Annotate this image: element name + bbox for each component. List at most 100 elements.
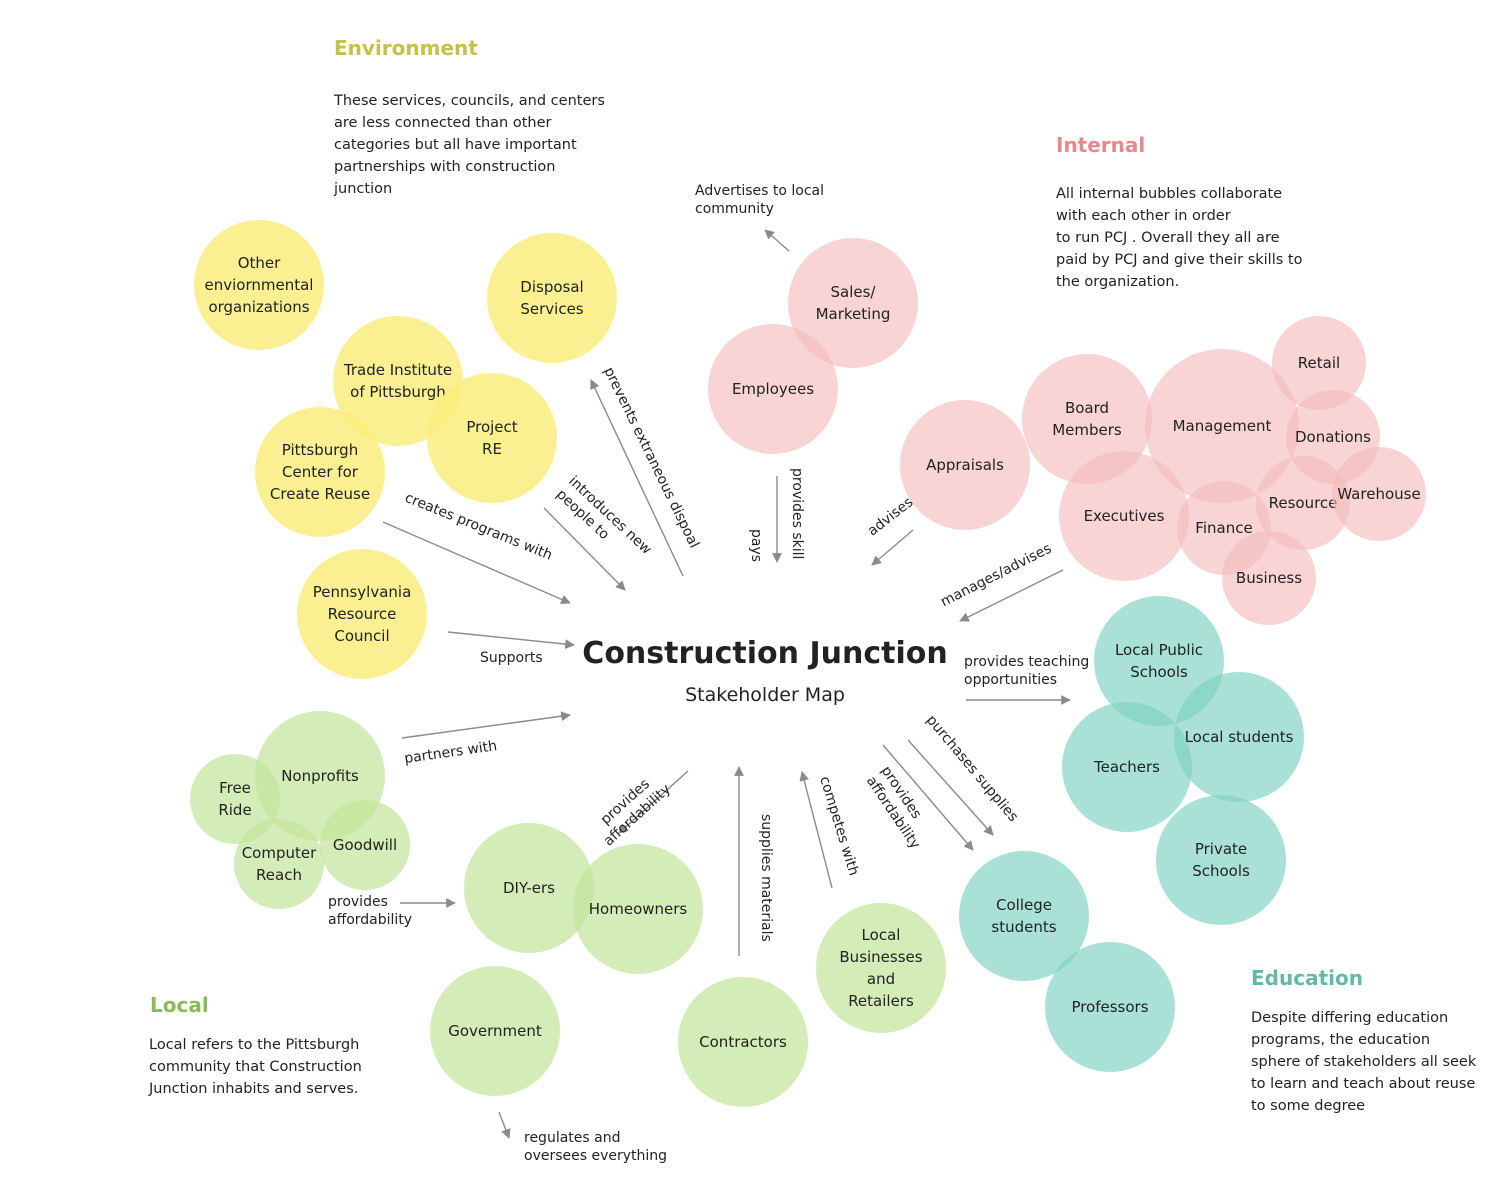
supplies-materials-label: supplies materials [758, 814, 774, 942]
provides-affordability-nonprofits-label-line: provides [328, 894, 388, 910]
environment-description: These services, councils, and centers ar… [334, 90, 605, 200]
local-students-label: Local students [1185, 728, 1294, 746]
regulates-arrow [498, 1111, 511, 1139]
regulates-label-line: oversees everything [524, 1148, 667, 1164]
regulates-label-line: regulates and [524, 1130, 620, 1146]
arrow-layer [382, 229, 1071, 1139]
private-schools-label: Schools [1192, 862, 1250, 880]
pittsburgh-center-creative-reuse-label: Create Reuse [270, 485, 370, 503]
competes-with-label-line: competes with [816, 774, 861, 877]
free-ride-bubble [190, 754, 280, 844]
college-students-bubble [959, 851, 1089, 981]
purchases-supplies-arrow [907, 739, 994, 836]
advises-arrow [871, 529, 914, 566]
disposal-services-label: Services [520, 300, 583, 318]
government-label: Government [448, 1022, 542, 1040]
computer-reach-label: Computer [242, 844, 317, 862]
diy-ers-label: DIY-ers [503, 879, 555, 897]
local-students-bubble [1174, 672, 1304, 802]
goodwill-label: Goodwill [333, 836, 397, 854]
prevents-disposal-arrow [590, 379, 684, 577]
employees-bubble [708, 324, 838, 454]
internal-description: All internal bubbles collaborate with ea… [1056, 183, 1302, 293]
internal-description-line: the organization. [1056, 274, 1180, 290]
provides-skill-label: provides skill [789, 468, 805, 559]
stakeholder-management: Management [1145, 349, 1299, 503]
board-members-label: Board [1065, 399, 1109, 417]
disposal-services-bubble [487, 233, 617, 363]
advises-label: advises [865, 494, 916, 539]
trade-institute-bubble [333, 316, 463, 446]
provides-affordability-college-arrow [882, 744, 974, 851]
education-description-line: sphere of stakeholders all seek [1251, 1054, 1477, 1070]
provides-skill-label-line: provides skill [789, 468, 805, 559]
private-schools-bubble [1156, 795, 1286, 925]
business-label: Business [1236, 569, 1302, 587]
environment-description-line: categories but all have important [334, 137, 577, 153]
supplies-materials-label-line: supplies materials [758, 814, 774, 942]
employees-label: Employees [732, 380, 814, 398]
stakeholder-other-environmental-organizations: Other enviornmental organizations [194, 220, 324, 350]
manages-advises-label: manages/advises [938, 541, 1054, 611]
partners-with-arrow [401, 711, 571, 739]
contractors-label: Contractors [699, 1033, 787, 1051]
other-environmental-organizations-label: organizations [208, 298, 309, 316]
college-students-label: College [996, 896, 1052, 914]
warehouse-label: Warehouse [1337, 485, 1420, 503]
advertises-label: Advertises to local community [695, 183, 824, 217]
stakeholder-diy-ers: DIY-ers [464, 823, 594, 953]
competes-with-label: competes with [816, 774, 861, 877]
computer-reach-label: Reach [256, 866, 302, 884]
free-ride-label: Free [219, 779, 251, 797]
creates-programs-arrow [382, 521, 571, 604]
competes-with-arrow [799, 771, 833, 889]
pittsburgh-center-creative-reuse-label: Center for [282, 463, 359, 481]
stakeholder-trade-institute: Trade Institute of Pittsburgh [333, 316, 463, 446]
professors-bubble [1045, 942, 1175, 1072]
education-description-line: to learn and teach about reuse [1251, 1076, 1476, 1092]
stakeholder-executives: Executives [1059, 451, 1189, 581]
pennsylvania-resource-council-bubble [297, 549, 427, 679]
business-bubble [1222, 531, 1316, 625]
local-businesses-bubble [816, 903, 946, 1033]
stakeholder-pittsburgh-center-creative-reuse: Pittsburgh Center for Create Reuse [255, 407, 385, 537]
stakeholder-contractors: Contractors [678, 977, 808, 1107]
provides-teaching-label: provides teaching opportunities [964, 654, 1089, 688]
goodwill-bubble [320, 800, 410, 890]
pays-label: pays [748, 529, 764, 562]
stakeholder-goodwill: Goodwill [320, 800, 410, 890]
trade-institute-label: Trade Institute [343, 361, 452, 379]
project-re-bubble [427, 373, 557, 503]
internal-description-line: to run PCJ . Overall they all are [1056, 230, 1280, 246]
stakeholder-sales-marketing: Sales/Marketing [788, 238, 918, 368]
local-heading: Local [150, 993, 209, 1017]
donations-label: Donations [1295, 428, 1371, 446]
other-environmental-organizations-label: Other [238, 254, 281, 272]
pennsylvania-resource-council-label: Resource [328, 605, 397, 623]
education-heading: Education [1251, 966, 1363, 990]
stakeholder-homeowners: Homeowners [573, 844, 703, 974]
advises-label-line: advises [865, 494, 916, 539]
stakeholder-employees: Employees [708, 324, 838, 454]
board-members-label: Members [1052, 421, 1122, 439]
stakeholder-appraisals: Appraisals [900, 400, 1030, 530]
bubble-layer: Other enviornmental organizations Disposal S… [190, 220, 1426, 1107]
manages-advises-label-line: manages/advises [938, 541, 1054, 611]
internal-heading: Internal [1056, 133, 1146, 157]
advertises-arrow [764, 229, 790, 252]
private-schools-label: Private [1195, 840, 1247, 858]
local-businesses-label: Retailers [848, 992, 914, 1010]
pittsburgh-center-creative-reuse-bubble [255, 407, 385, 537]
pays-label-line: pays [748, 529, 764, 562]
pennsylvania-resource-council-label: Pennsylvania [313, 583, 412, 601]
project-re-label: RE [482, 440, 502, 458]
sales-marketing-bubble [788, 238, 918, 368]
diagram-subtitle: Stakeholder Map [685, 684, 845, 706]
free-ride-label: Ride [218, 801, 251, 819]
internal-description-line: All internal bubbles collaborate [1056, 186, 1283, 202]
environment-description-line: junction [334, 181, 393, 197]
advertises-label-line: community [695, 201, 774, 217]
supports-label-line: Supports [480, 650, 543, 666]
local-description-line: community that Construction [149, 1059, 362, 1075]
